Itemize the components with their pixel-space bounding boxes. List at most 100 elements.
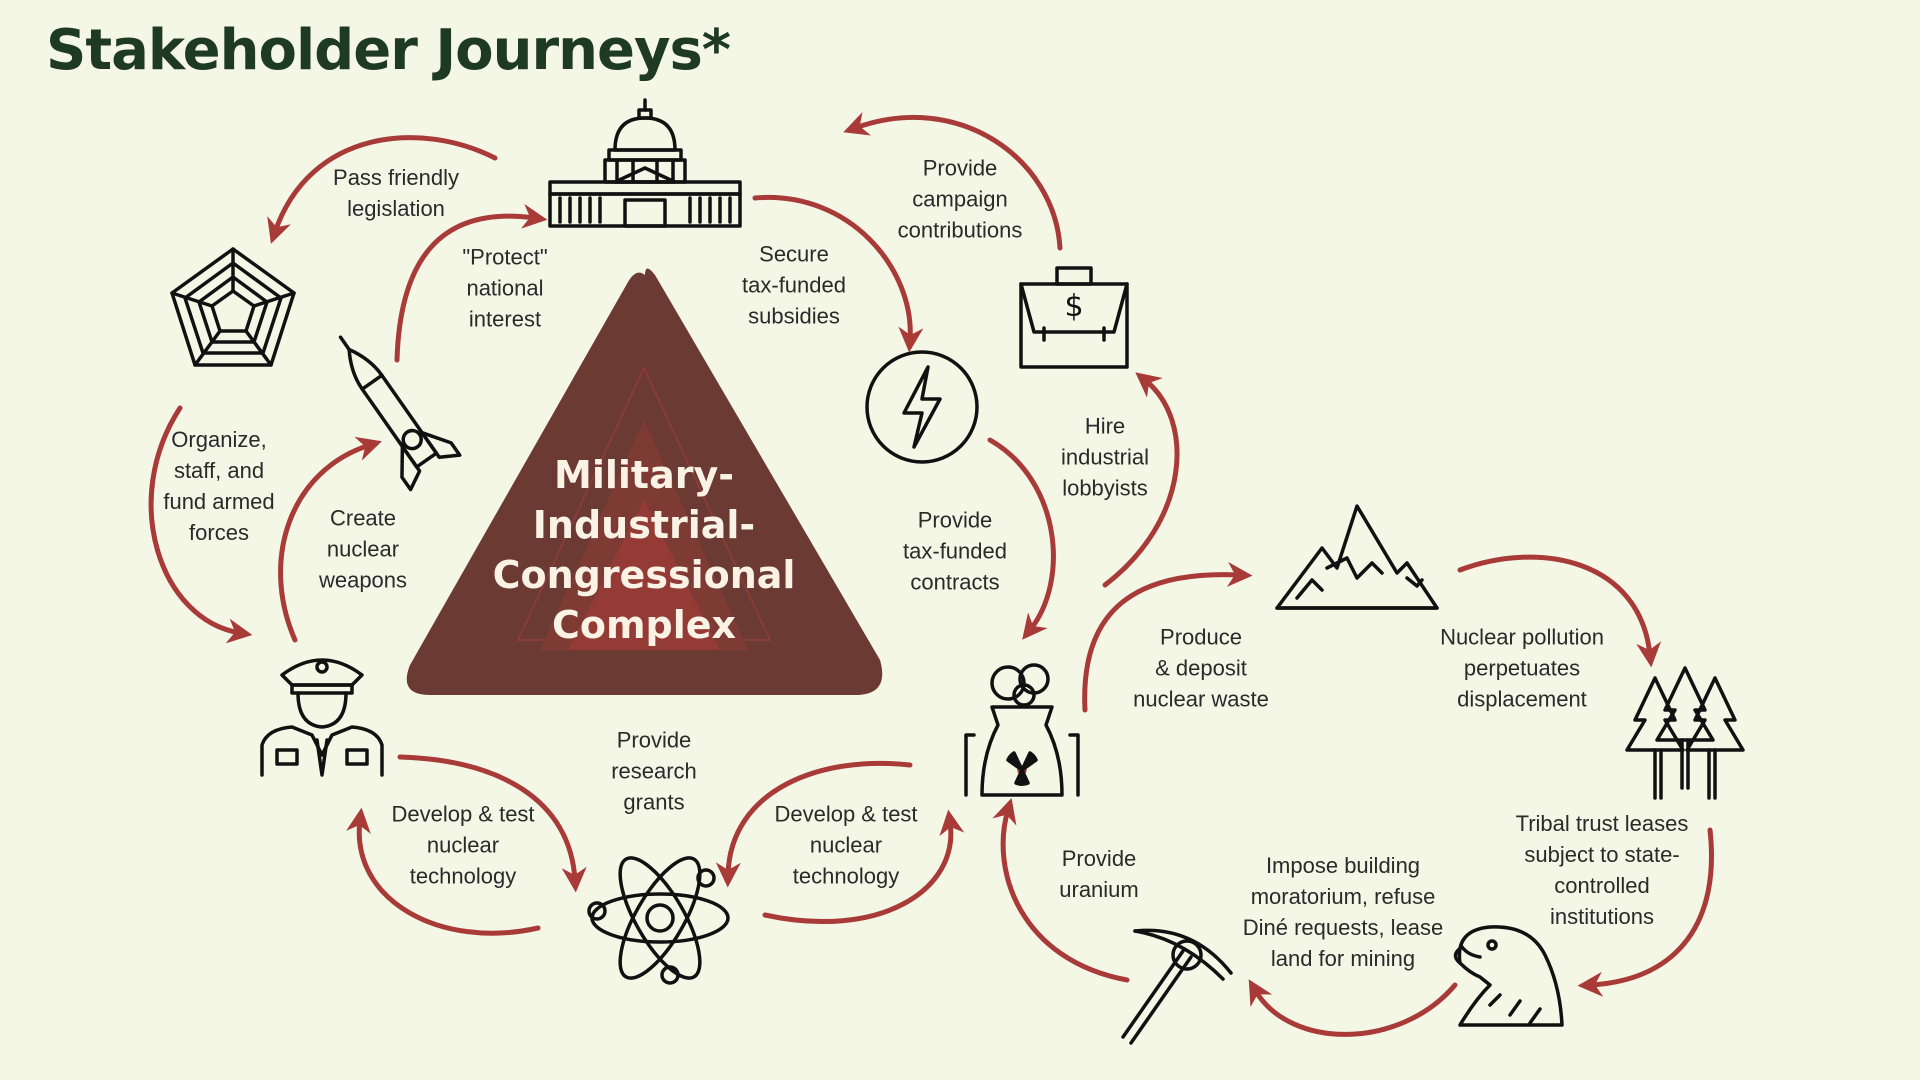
label-line: land for mining [1270,946,1416,971]
label-line: technology [409,863,517,889]
atom-icon [587,856,730,985]
label-tribal-trust-leases: Tribal trust leases subject to state- co… [1516,808,1689,932]
label-research-grants: Provide research grants [611,725,697,818]
arrow-produce-waste [1082,561,1253,713]
label-develop-test-left: Develop & test nuclear technology [391,799,534,892]
label-line: lobbyists [1062,475,1148,501]
center-line-2: Industrial- [532,503,756,547]
center-line-3: Congressional [492,553,796,597]
center-line-1: Military- [554,453,734,497]
label-line: Create [329,505,397,531]
label-line: displacement [1457,686,1587,712]
label-line: tax-funded [903,538,1007,564]
label-line: Organize, [171,427,267,452]
label-line: Provide [616,727,692,753]
label-line: national [466,275,544,301]
pickaxe-icon [1121,928,1233,1045]
label-line: legislation [347,196,445,221]
label-line: grants [623,789,685,815]
label-line: Develop & test [774,801,918,827]
military-officer-icon [260,658,384,777]
briefcase-money-icon: $ [1019,266,1129,369]
label-line: interest [468,306,542,332]
label-pass-friendly-legislation: Pass friendly legislation [333,162,459,224]
label-line: forces [189,520,249,545]
label-line: uranium [1059,877,1139,902]
label-line: Produce [1160,624,1242,650]
label-line: "Protect" [462,244,548,270]
label-line: Diné requests, lease [1242,915,1444,940]
center-title: Military- Industrial- Congressional Comp… [493,450,796,650]
arrow-develop-left-up [346,807,541,936]
svg-text:$: $ [1064,289,1083,324]
label-line: perpetuates [1463,655,1581,681]
capitol-icon [548,98,742,228]
label-line: Provide [917,507,993,533]
label-line: Impose building [1265,853,1421,878]
label-hire-lobbyists: Hire industrial lobbyists [1061,411,1149,504]
label-line: Hire [1084,413,1126,439]
label-line: & deposit [1155,655,1247,681]
label-line: fund armed [163,489,275,514]
arrow-campaign-contributions [843,111,1063,251]
arrow-create-weapons [278,436,382,643]
arrow-tax-contracts [987,437,1056,640]
label-campaign-contributions: Provide campaign contributions [898,153,1023,246]
center-triangle [406,268,883,695]
label-line: weapons [318,567,408,593]
label-provide-uranium: Provide uranium [1059,843,1138,905]
arrow-pass-legislation [267,135,498,244]
eagle-icon [1453,925,1564,1027]
pine-trees-icon [1625,666,1745,800]
label-line: contracts [910,569,1000,595]
label-line: contributions [897,217,1023,243]
label-organize-forces: Organize, staff, and fund armed forces [163,424,274,548]
label-line: tax-funded [742,272,846,298]
label-impose-moratorium: Impose building moratorium, refuse Diné … [1243,850,1444,974]
label-line: nuclear [426,832,500,858]
label-line: Tribal trust leases [1515,811,1689,836]
label-line: subsidies [748,303,840,329]
label-nuclear-pollution: Nuclear pollution perpetuates displaceme… [1440,622,1604,715]
label-line: nuclear waste [1133,686,1269,712]
label-line: technology [792,863,900,889]
nuclear-plant-icon [964,663,1080,797]
label-secure-subsidies: Secure tax-funded subsidies [742,239,846,332]
label-line: Provide [922,155,998,181]
arrow-provide-uranium [992,798,1130,983]
arrow-develop-left-down [397,754,587,893]
label-create-weapons: Create nuclear weapons [319,503,407,596]
label-line: Secure [759,241,829,267]
label-line: research [611,758,697,784]
label-line: industrial [1060,444,1150,470]
mountains-icon [1275,504,1439,610]
label-tax-funded-contracts: Provide tax-funded contracts [903,505,1007,598]
label-line: Provide [1061,846,1137,871]
arrow-develop-right-up [762,809,965,925]
label-produce-nuclear-waste: Produce & deposit nuclear waste [1133,622,1269,715]
arrow-tribal-leases [1577,827,1714,997]
label-line: controlled [1554,873,1650,898]
arrow-protect-interest [394,203,548,363]
arrow-impose-moratorium [1248,979,1458,1037]
label-line: campaign [912,186,1008,212]
label-line: Nuclear pollution [1440,624,1604,650]
missile-icon [338,335,462,492]
arrow-organize-forces [148,405,253,644]
label-line: nuclear [809,832,883,858]
label-line: moratorium, refuse [1250,884,1436,909]
arrow-pollution-displacement [1457,554,1662,668]
arrow-hire-lobbyists [1102,372,1180,588]
pentagon-icon [170,247,296,367]
arrow-develop-right-down [715,760,913,888]
label-line: Pass friendly [333,165,459,190]
center-line-4: Complex [551,603,737,647]
label-protect-national-interest: "Protect" national interest [462,242,547,335]
label-line: nuclear [326,536,400,562]
arrow-secure-subsidies [752,194,924,353]
lightning-icon [865,350,979,464]
page-title: Stakeholder Journeys* [46,18,731,83]
label-line: subject to state- [1524,842,1680,867]
label-line: institutions [1550,904,1654,929]
